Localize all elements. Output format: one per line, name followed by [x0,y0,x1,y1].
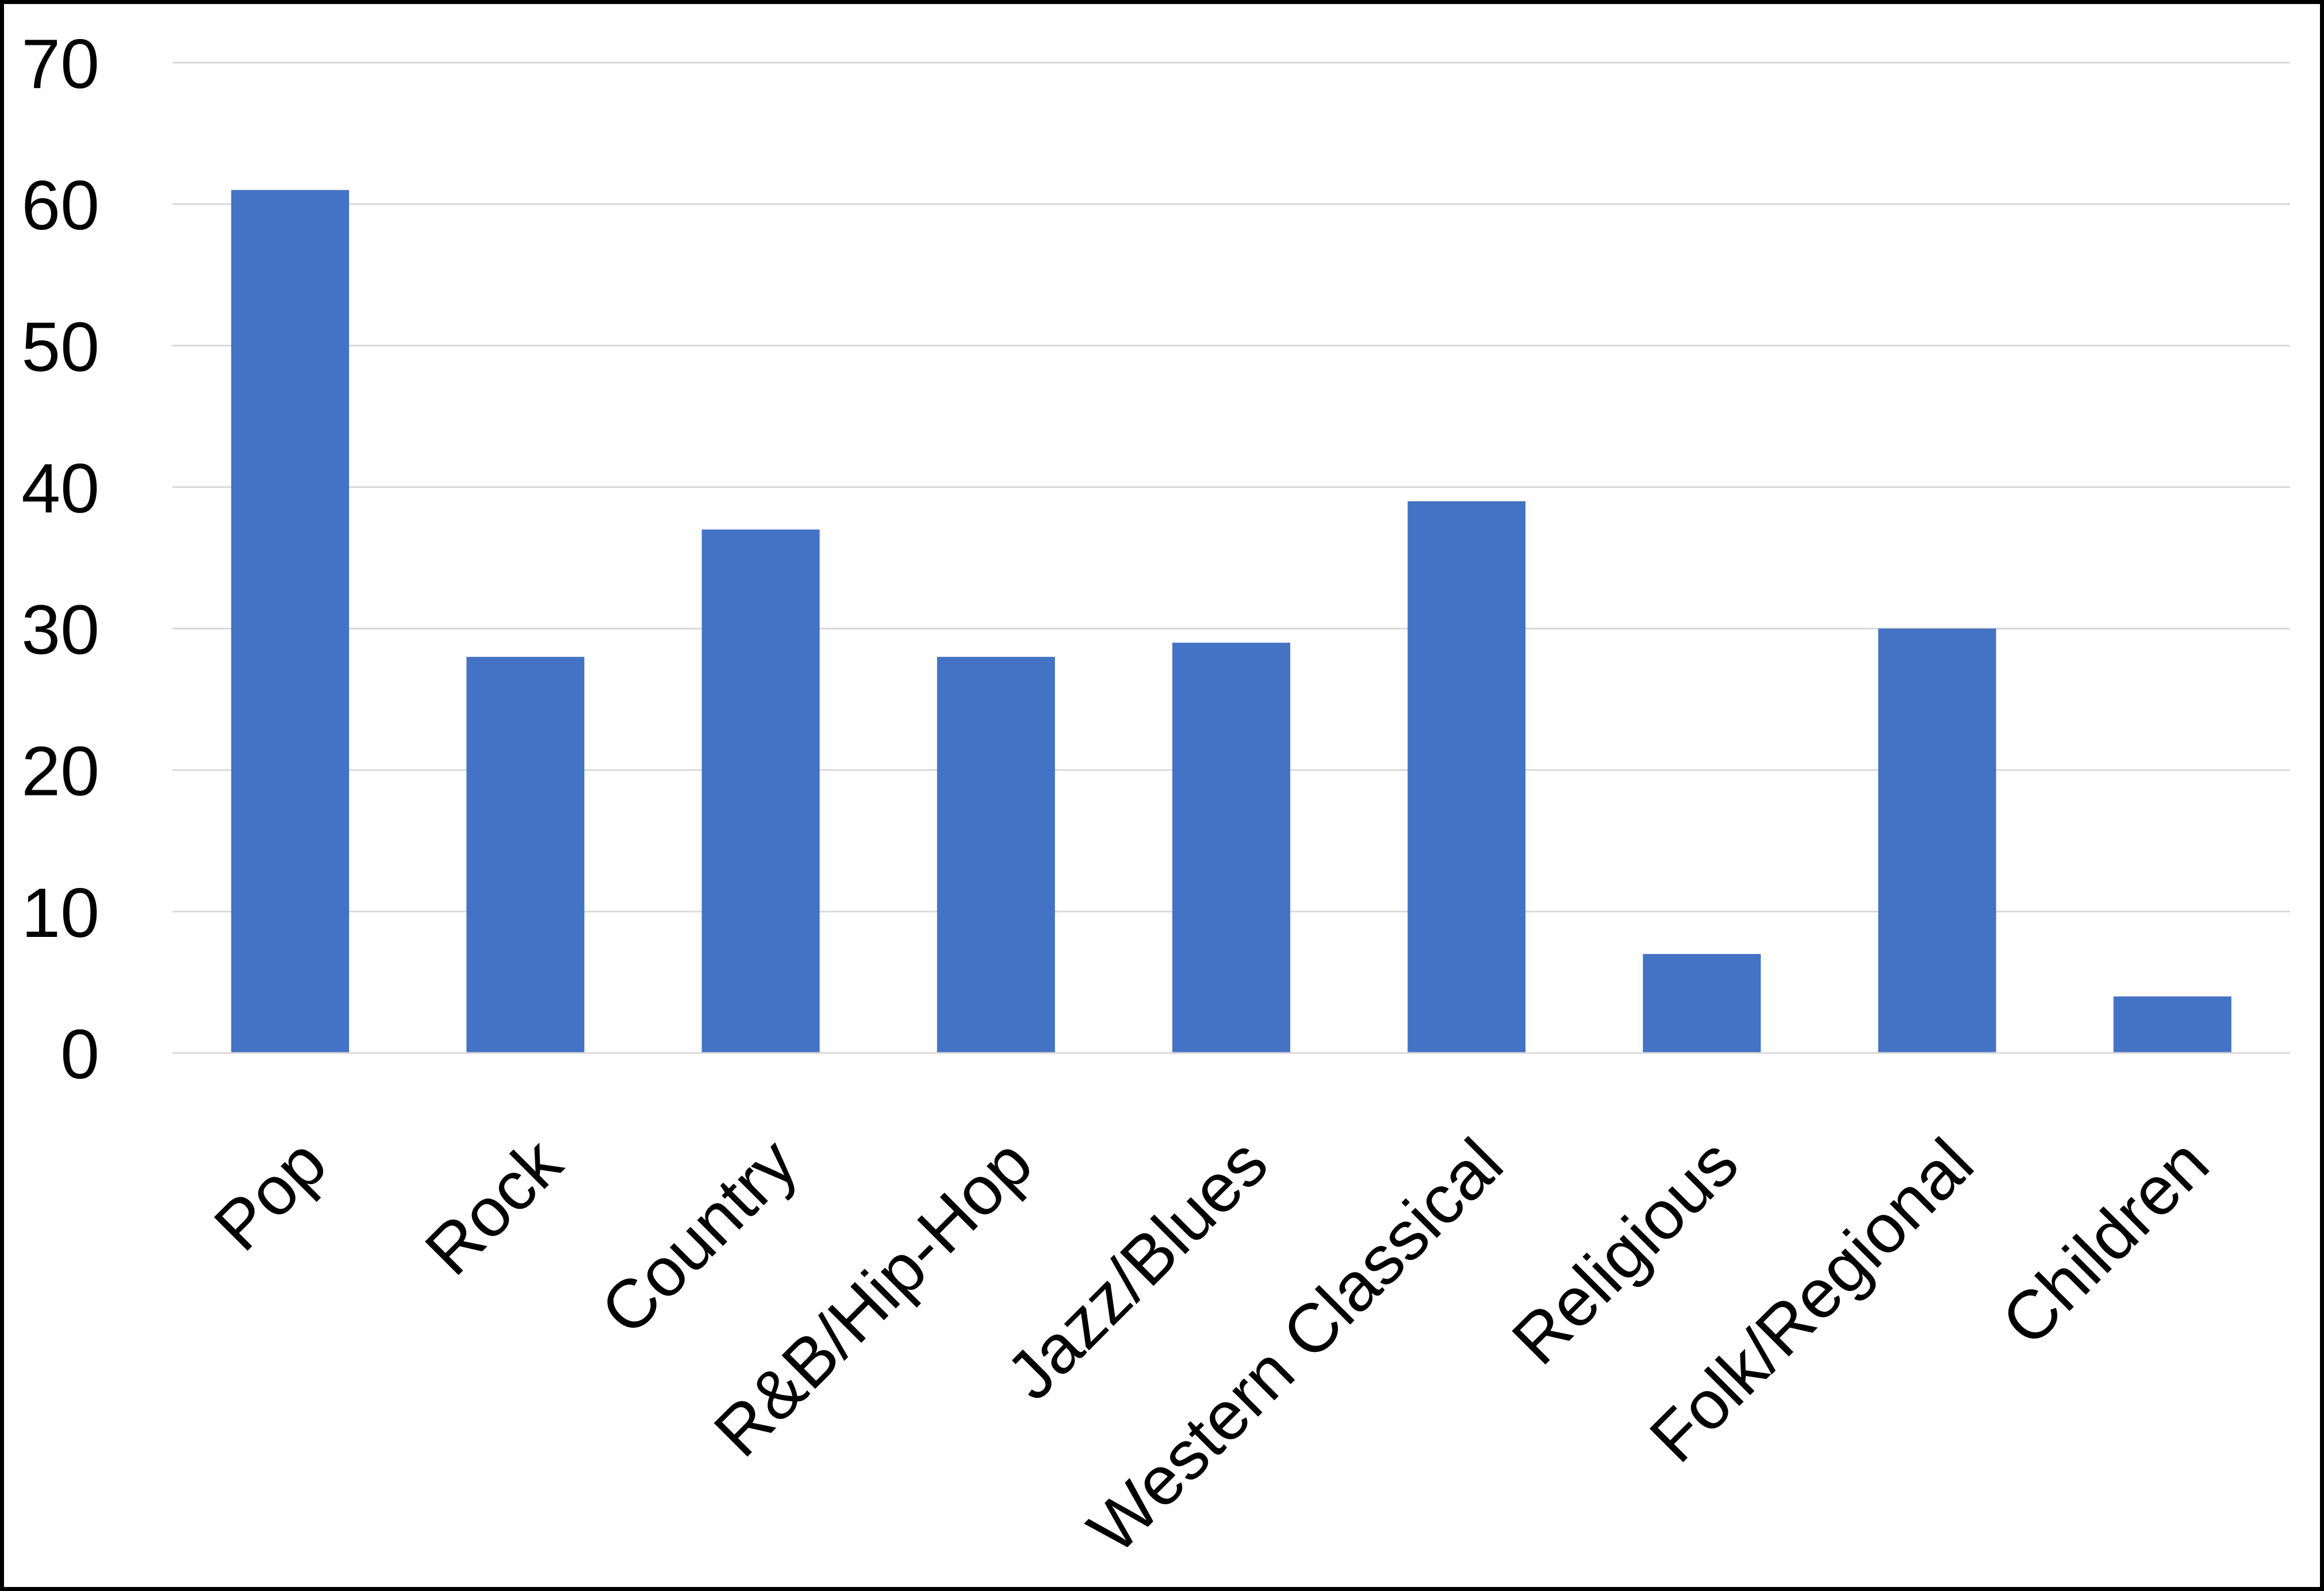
bar [701,529,820,1053]
bar [1643,954,1761,1053]
y-tick-label: 30 [21,591,99,669]
y-tick-label: 40 [21,449,99,527]
y-tick-label: 10 [21,874,99,952]
y-tick-label: 60 [21,166,99,244]
y-tick-label: 0 [60,1015,99,1093]
bar [1878,628,1996,1053]
bar [466,656,585,1053]
y-axis-tick-labels: 0 10 20 30 40 50 60 70 [21,25,99,1093]
bar [937,656,1055,1053]
bar [1408,501,1526,1053]
bar [1172,643,1290,1053]
bar [2113,996,2231,1053]
bar-series [231,190,2231,1053]
y-tick-label: 20 [21,732,99,810]
y-tick-label: 70 [21,25,99,103]
bar [231,190,350,1053]
y-tick-label: 50 [21,308,99,386]
